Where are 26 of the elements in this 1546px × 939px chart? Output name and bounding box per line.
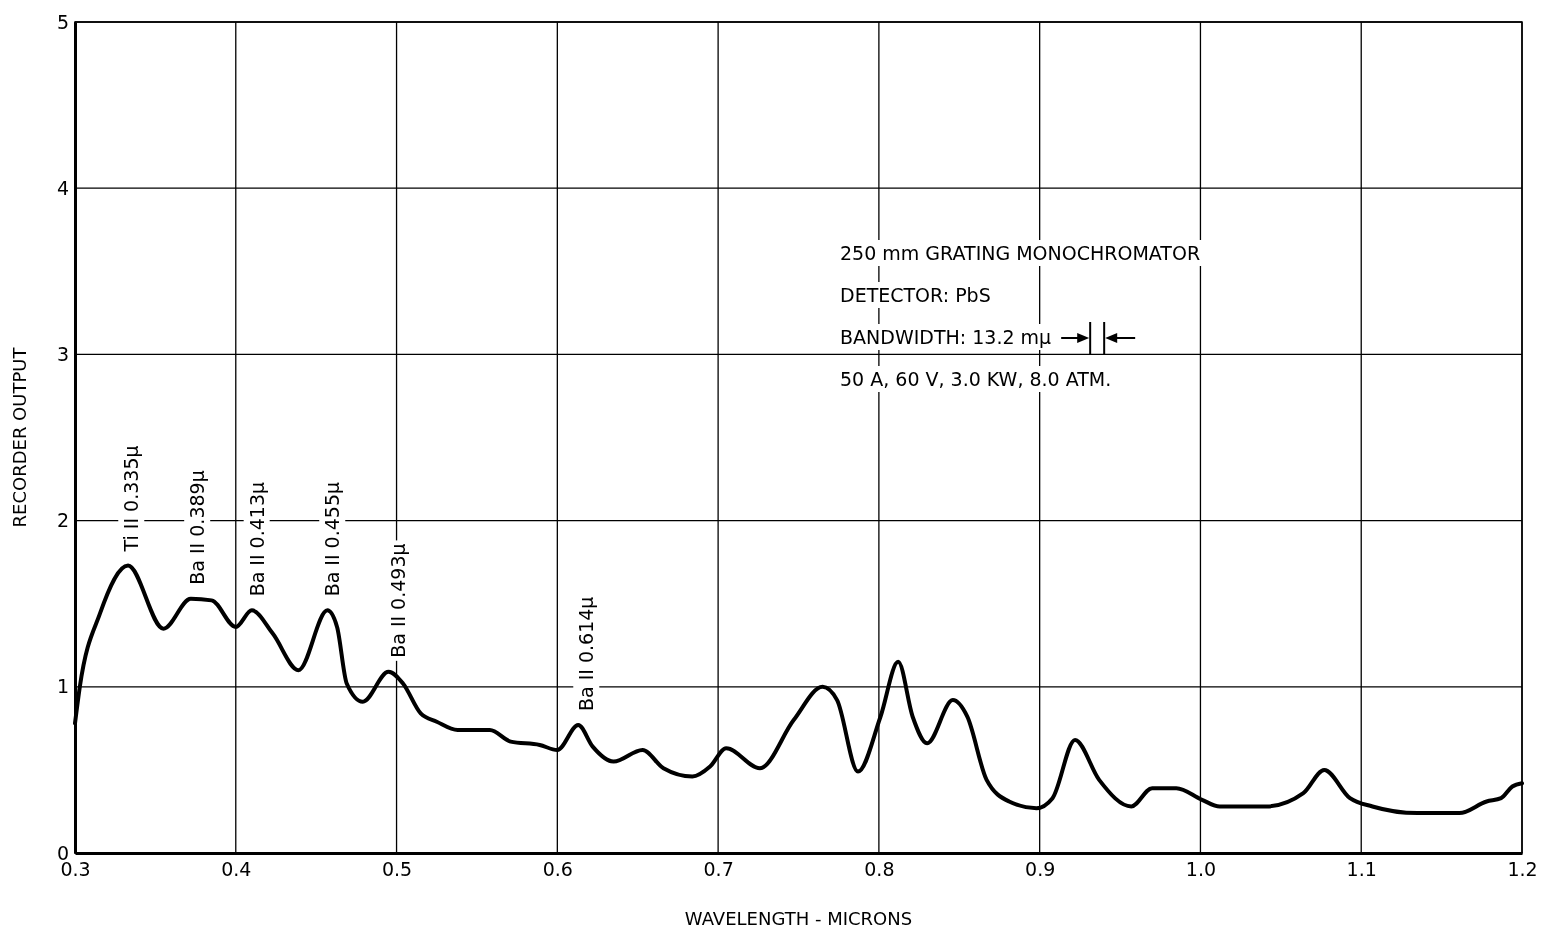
x-tick-label: 1.0 bbox=[1185, 858, 1217, 881]
x-tick-label: 0.8 bbox=[864, 858, 895, 881]
x-tick-label: 0.7 bbox=[703, 858, 734, 881]
y-tick-label: 5 bbox=[56, 10, 69, 33]
y-tick-label: 1 bbox=[56, 675, 69, 698]
annotation: Ba II 0.389μ bbox=[186, 470, 209, 585]
x-tick-label: 1.1 bbox=[1346, 858, 1377, 881]
annotation: DETECTOR: PbS bbox=[840, 284, 991, 306]
annotation: BANDWIDTH: 13.2 mμ bbox=[840, 326, 1052, 348]
annotation: 50 A, 60 V, 3.0 KW, 8.0 ATM. bbox=[840, 368, 1112, 390]
y-tick-label: 3 bbox=[56, 342, 69, 365]
x-tick-label: 0.4 bbox=[221, 858, 252, 881]
x-tick-label: 0.9 bbox=[1025, 858, 1056, 881]
x-tick-label: 0.6 bbox=[542, 858, 573, 881]
annotation: Ti II 0.335μ bbox=[120, 445, 143, 553]
x-tick-label: 0.5 bbox=[381, 858, 413, 881]
annotation: Ba II 0.614μ bbox=[575, 596, 598, 712]
annotation: Ba II 0.455μ bbox=[321, 481, 344, 597]
annotation: Ba II 0.413μ bbox=[245, 481, 268, 597]
x-tick-label: 1.2 bbox=[1507, 858, 1538, 881]
y-tick-label: 4 bbox=[56, 176, 69, 199]
annotation: Ba II 0.493μ bbox=[387, 543, 410, 658]
x-axis-title: WAVELENGTH - MICRONS bbox=[684, 908, 913, 929]
annotation: 250 mm GRATING MONOCHROMATOR bbox=[840, 242, 1201, 264]
y-tick-label: 2 bbox=[56, 509, 69, 532]
y-axis-title: RECORDER OUTPUT bbox=[9, 346, 30, 528]
